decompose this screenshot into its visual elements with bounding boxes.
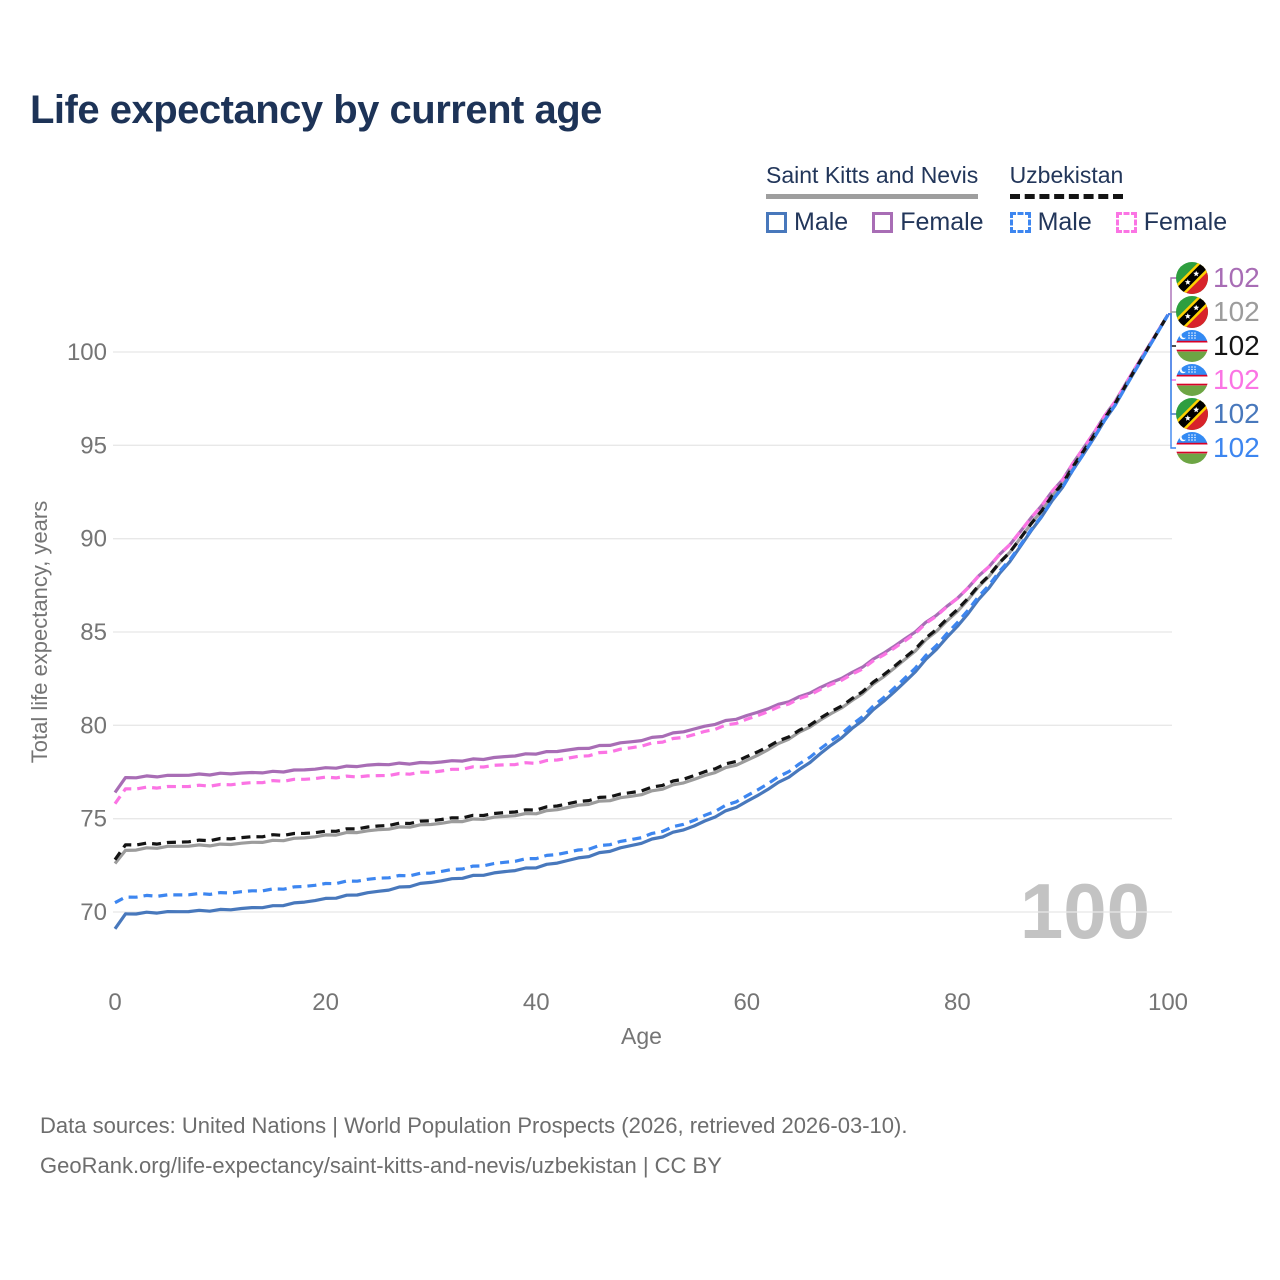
y-tick-label: 70 (80, 899, 107, 926)
end-value-label: 102 (1213, 330, 1260, 361)
saint-kitts-flag-icon (1176, 398, 1208, 430)
legend-item-uz-male[interactable]: Male (1009, 208, 1092, 237)
legend-item-label: Female (900, 208, 984, 236)
uzbekistan-flag-icon (1176, 364, 1208, 396)
legend-item-label: Female (1143, 208, 1228, 236)
legend-country-saint-kitts[interactable]: Saint Kitts and Nevis (766, 162, 979, 199)
skn-male-swatch-icon (766, 212, 787, 233)
source-url-line: GeoRank.org/life-expectancy/saint-kitts-… (40, 1153, 722, 1178)
x-tick-label: 60 (733, 989, 760, 1016)
end-value-label: 102 (1213, 262, 1260, 293)
x-tick-label: 20 (312, 989, 339, 1016)
skn-female-swatch-icon (872, 212, 894, 233)
uz-female-swatch-icon (1115, 212, 1137, 233)
legend-item-label: Male (794, 208, 849, 236)
legend-group-saint-kitts: Saint Kitts and Nevis Male Female (766, 162, 984, 237)
end-value-label: 102 (1213, 364, 1260, 395)
series-line-0[interactable] (113, 313, 1170, 794)
legend-item-skn-male[interactable]: Male (766, 208, 848, 237)
x-tick-label: 80 (944, 989, 971, 1016)
series-line-5[interactable] (114, 313, 1170, 905)
end-label-connector (1168, 277, 1177, 315)
y-tick-label: 80 (80, 712, 107, 739)
uzbekistan-flag-icon (1176, 330, 1208, 362)
end-label-connector (1168, 313, 1177, 347)
series-line-3[interactable] (113, 313, 1170, 805)
x-tick-label: 40 (523, 989, 550, 1016)
watermark-age-label: 100 (1020, 867, 1150, 955)
uz-male-swatch-icon (1009, 212, 1031, 233)
y-tick-label: 90 (80, 526, 107, 553)
legend-item-skn-female[interactable]: Female (872, 208, 984, 237)
end-value-label: 102 (1213, 432, 1260, 463)
saint-kitts-flag-icon (1176, 262, 1208, 294)
x-axis-title: Age (621, 1023, 662, 1049)
legend: Saint Kitts and Nevis Male Female Uzbeki… (766, 162, 1227, 237)
footer: Data sources: United Nations | World Pop… (40, 1106, 907, 1186)
end-label-connector (1168, 313, 1177, 381)
legend-item-label: Male (1037, 208, 1092, 236)
uzbekistan-flag-icon (1176, 432, 1208, 464)
y-tick-label: 100 (67, 339, 107, 366)
end-value-label: 102 (1213, 296, 1260, 327)
data-sources-line: Data sources: United Nations | World Pop… (40, 1113, 908, 1138)
end-label-connector (1168, 313, 1177, 415)
legend-country-uzbekistan[interactable]: Uzbekistan (1009, 162, 1124, 199)
legend-group-uzbekistan: Uzbekistan Male Female (1009, 162, 1228, 237)
y-axis-title: Total life expectancy, years (27, 501, 52, 764)
legend-item-uz-female[interactable]: Female (1115, 208, 1228, 237)
series-line-2[interactable] (113, 313, 1170, 861)
x-tick-label: 0 (108, 989, 121, 1016)
x-tick-label: 100 (1148, 989, 1188, 1016)
y-tick-label: 95 (80, 432, 107, 459)
y-tick-label: 75 (80, 806, 107, 833)
page-title: Life expectancy by current age (30, 88, 602, 132)
y-tick-label: 85 (80, 619, 107, 646)
end-label-connector (1168, 313, 1177, 449)
end-value-label: 102 (1213, 398, 1260, 429)
series-line-4[interactable] (113, 313, 1170, 930)
saint-kitts-flag-icon (1176, 296, 1208, 328)
